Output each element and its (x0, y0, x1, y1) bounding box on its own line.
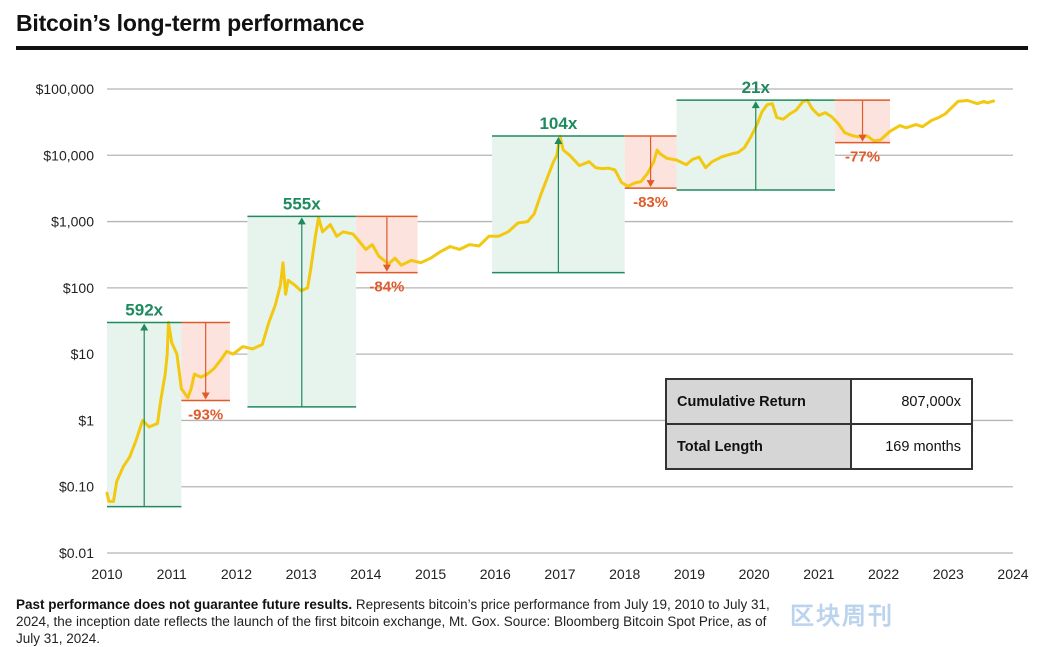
gain-arrow-head-2 (297, 217, 306, 225)
loss-arrow-head-5 (646, 180, 655, 188)
summary-row-length: Total Length 169 months (665, 423, 973, 470)
title-rule (16, 46, 1028, 50)
y-tick-label-5: $1 (78, 412, 94, 428)
y-tick-label-7: $0.01 (59, 545, 94, 561)
loss-arrow-head-7 (858, 134, 867, 142)
y-tick-label-1: $10,000 (43, 147, 94, 163)
x-tick-label-2018: 2018 (609, 566, 640, 582)
y-tick-label-2: $1,000 (51, 214, 94, 230)
footnote-text: Represents bitcoin’s price performance f… (16, 597, 770, 646)
x-tick-label-2020: 2020 (739, 566, 770, 582)
x-tick-label-2016: 2016 (480, 566, 511, 582)
x-tick-label-2024: 2024 (997, 566, 1028, 582)
x-tick-label-2014: 2014 (350, 566, 381, 582)
gain-label-6: 21x (742, 78, 771, 97)
cumulative-return-value: 807,000x (850, 378, 973, 425)
loss-label-1: -93% (188, 406, 223, 423)
y-tick-label-0: $100,000 (36, 81, 95, 97)
x-tick-label-2013: 2013 (286, 566, 317, 582)
y-tick-label-6: $0.10 (59, 479, 94, 495)
x-tick-label-2022: 2022 (868, 566, 899, 582)
gain-arrow-head-0 (140, 323, 149, 331)
chart-title: Bitcoin’s long-term performance (16, 10, 365, 36)
loss-label-7: -77% (845, 149, 880, 166)
x-tick-label-2021: 2021 (803, 566, 834, 582)
summary-table: Cumulative Return 807,000x Total Length … (665, 378, 973, 470)
x-tick-label-2023: 2023 (933, 566, 964, 582)
x-tick-label-2019: 2019 (674, 566, 705, 582)
cumulative-return-label: Cumulative Return (665, 378, 852, 425)
total-length-label: Total Length (665, 423, 852, 470)
y-tick-label-3: $100 (63, 280, 94, 296)
x-tick-label-2015: 2015 (415, 566, 446, 582)
loss-arrow-head-1 (201, 392, 210, 400)
y-tick-label-4: $10 (71, 346, 95, 362)
summary-row-cumulative: Cumulative Return 807,000x (665, 378, 973, 425)
gain-arrow-head-4 (554, 137, 563, 145)
watermark-logo: 区块周刊 (790, 603, 894, 630)
total-length-value: 169 months (850, 423, 973, 470)
gain-label-0: 592x (125, 301, 163, 320)
gain-arrow-head-6 (751, 101, 760, 109)
x-tick-label-2010: 2010 (91, 566, 122, 582)
footnote: Past performance does not guarantee futu… (16, 596, 776, 647)
x-tick-label-2012: 2012 (221, 566, 252, 582)
x-tick-label-2017: 2017 (544, 566, 575, 582)
loss-arrow-head-3 (382, 264, 391, 272)
gain-label-4: 104x (539, 114, 577, 133)
footnote-disclaimer: Past performance does not guarantee futu… (16, 597, 353, 612)
x-tick-label-2011: 2011 (157, 566, 187, 582)
loss-label-5: -83% (633, 194, 668, 211)
loss-label-3: -84% (369, 279, 404, 296)
bitcoin-price-chart: $100,000 $10,000 $1,000 $100 $10 $1 $0.10 $0.01… (36, 78, 1029, 582)
gain-label-2: 555x (283, 194, 321, 213)
price-line (105, 98, 996, 503)
